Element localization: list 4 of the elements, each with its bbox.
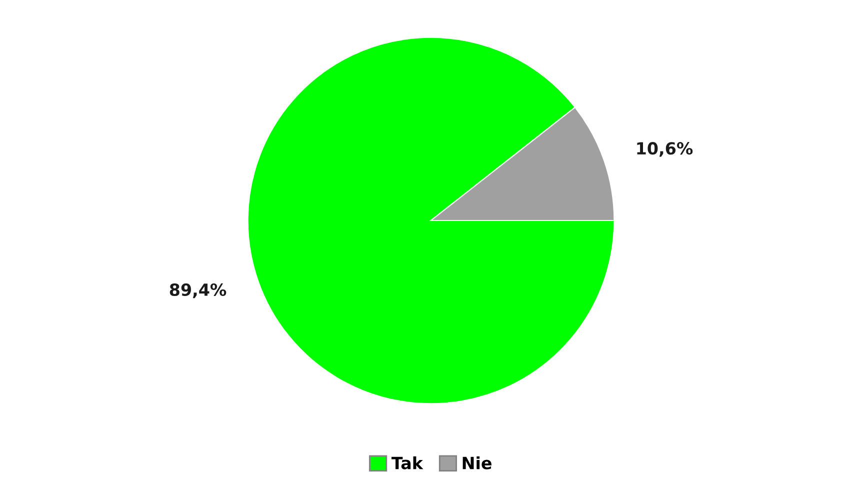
legend-label: Nie bbox=[462, 456, 492, 470]
data-label: 89,4% bbox=[170, 283, 226, 298]
legend-label: Tak bbox=[391, 456, 424, 470]
data-label: 10,6% bbox=[637, 142, 693, 157]
